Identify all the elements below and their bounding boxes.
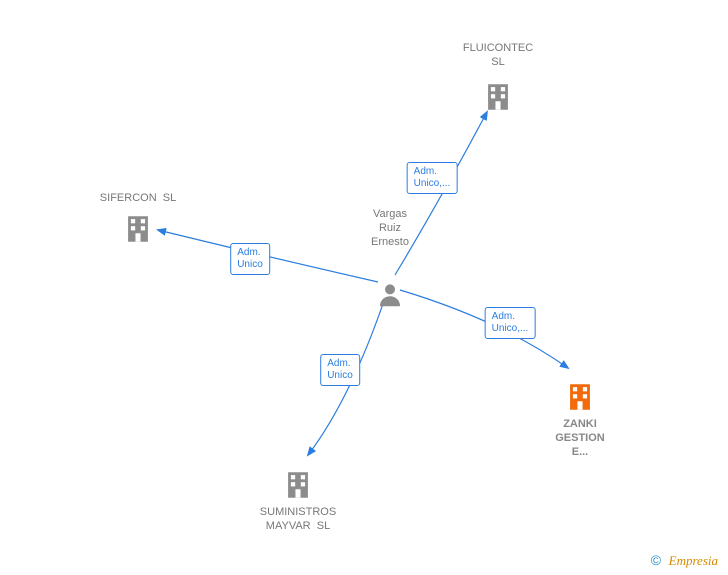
company-label: SUMINISTROS MAYVAR SL	[243, 506, 353, 534]
diagram-canvas: Vargas Ruiz Ernesto FLUICONTEC SL SIFERCON…	[0, 0, 728, 575]
building-icon	[563, 380, 597, 419]
watermark: © Empresia	[651, 552, 718, 569]
edge-label-zanki: Adm. Unico,...	[485, 307, 536, 339]
edge-label-sifercon: Adm. Unico	[230, 243, 270, 275]
person-node[interactable]: Vargas Ruiz Ernesto	[375, 280, 405, 315]
company-label: SIFERCON SL	[83, 192, 193, 206]
company-label: ZANKI GESTION E...	[525, 418, 635, 459]
edge-label-suministros: Adm. Unico	[320, 354, 360, 386]
edges-layer	[0, 0, 728, 575]
building-icon	[281, 468, 315, 507]
building-icon	[481, 80, 515, 119]
brand-name: Empresia	[669, 553, 718, 568]
person-icon	[375, 280, 405, 315]
building-icon	[121, 212, 155, 251]
person-label: Vargas Ruiz Ernesto	[345, 208, 435, 249]
company-node-zanki[interactable]: ZANKI GESTION E...	[563, 380, 597, 419]
company-node-sifercon[interactable]: SIFERCON SL	[121, 212, 155, 251]
company-node-suministros[interactable]: SUMINISTROS MAYVAR SL	[281, 468, 315, 507]
copyright-symbol: ©	[651, 552, 661, 568]
company-label: FLUICONTEC SL	[443, 42, 553, 70]
edge-label-fluicontec: Adm. Unico,...	[407, 162, 458, 194]
company-node-fluicontec[interactable]: FLUICONTEC SL	[481, 80, 515, 119]
